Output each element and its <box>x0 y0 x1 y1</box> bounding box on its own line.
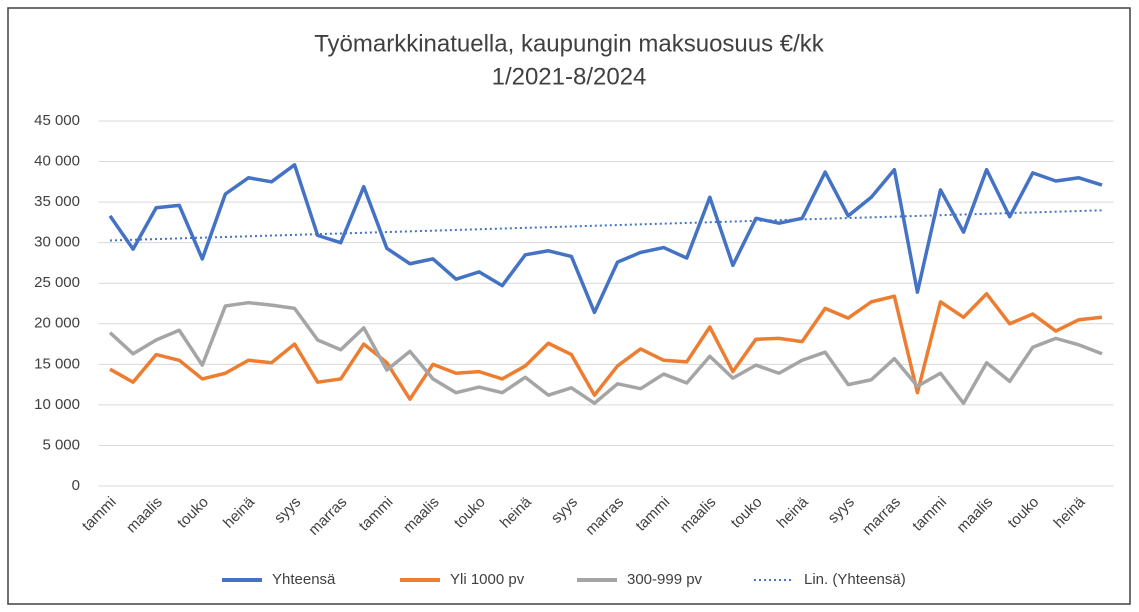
chart-title: Työmarkkinatuella, kaupungin maksuosuus … <box>314 30 825 57</box>
legend-label: 300-999 pv <box>627 571 703 588</box>
series-line <box>108 300 1103 406</box>
legend-label: Lin. (Yhteensä) <box>804 571 906 588</box>
y-tick-label: 35 000 <box>34 193 80 210</box>
legend-label: Yhteensä <box>272 571 336 588</box>
y-tick-label: 10 000 <box>34 396 80 413</box>
y-tick-label: 40 000 <box>34 153 80 170</box>
y-tick-label: 20 000 <box>34 315 80 332</box>
y-tick-label: 5 000 <box>42 436 80 453</box>
y-tick-label: 15 000 <box>34 355 80 372</box>
series-line <box>108 163 1103 315</box>
y-tick-label: 0 <box>72 477 80 494</box>
y-tick-label: 30 000 <box>34 234 80 251</box>
chart-frame <box>7 7 1131 605</box>
series-line <box>109 292 1103 401</box>
legend-label: Yli 1000 pv <box>450 571 525 588</box>
y-tick-label: 45 000 <box>34 112 80 129</box>
y-tick-label: 25 000 <box>34 274 80 291</box>
chart-subtitle: 1/2021-8/2024 <box>492 63 647 90</box>
trendline <box>110 209 1102 242</box>
